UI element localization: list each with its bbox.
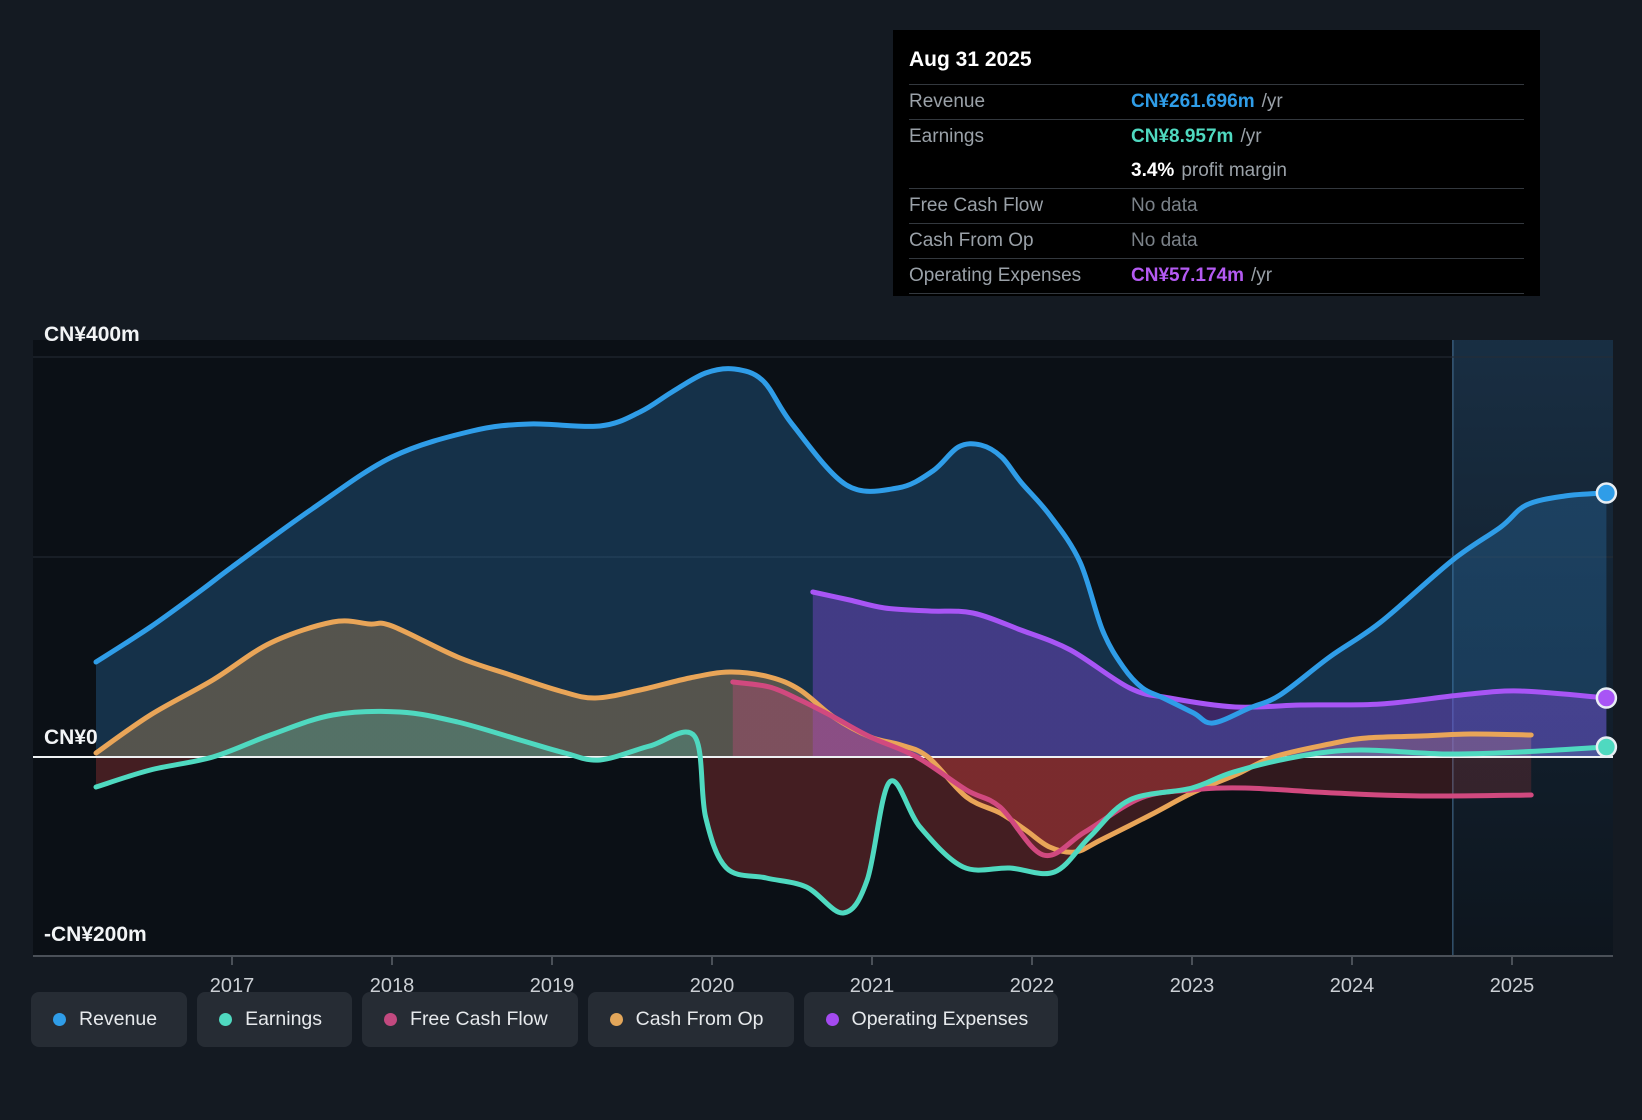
free-cash-flow-dot-icon — [384, 1013, 398, 1026]
x-tick-label-2021: 2021 — [850, 975, 895, 997]
tooltip-value: No data — [1131, 230, 1198, 251]
tooltip-value: No data — [1131, 195, 1198, 216]
tooltip-value: 3.4% — [1131, 160, 1175, 181]
legend-label: Operating Expenses — [851, 1008, 1029, 1030]
tooltip-label: Revenue — [909, 91, 986, 112]
tooltip-label: Earnings — [909, 126, 984, 147]
tooltip-label: Free Cash Flow — [909, 195, 1044, 216]
legend-item-operating-expenses[interactable]: Operating Expenses — [803, 992, 1059, 1047]
earnings-line — [93, 708, 1609, 916]
legend-label: Revenue — [79, 1008, 158, 1030]
tooltip-value: CN¥261.696m — [1131, 91, 1255, 112]
tooltip-suffix: /yr — [1251, 265, 1273, 286]
x-tick-label-2017: 2017 — [210, 975, 255, 997]
operating-expenses-endpoint — [1595, 687, 1618, 709]
x-tick-label-2025: 2025 — [1490, 975, 1535, 997]
legend-item-earnings[interactable]: Earnings — [197, 992, 353, 1047]
legend-label: Earnings — [245, 1008, 323, 1030]
tooltip-row-profit-margin: 3.4% profit margin — [909, 154, 1524, 189]
revenue-endpoint — [1595, 482, 1618, 504]
y-axis-label-2: -CN¥200m — [44, 923, 147, 946]
tooltip-date: Aug 31 2025 — [909, 38, 1524, 85]
free-cash-flow-area — [732, 682, 1532, 856]
legend-item-cash-from-op[interactable]: Cash From Op — [587, 992, 794, 1047]
y-axis-label-0: CN¥400m — [44, 323, 140, 346]
tooltip-suffix: /yr — [1261, 91, 1283, 112]
tooltip-label: Operating Expenses — [909, 265, 1082, 286]
cash-from-op-dot-icon — [609, 1013, 623, 1026]
tooltip-row-cash-from-op: Cash From Op No data — [909, 224, 1524, 259]
x-tick-label-2020: 2020 — [690, 975, 735, 997]
revenue-dot-icon — [53, 1013, 66, 1026]
tooltip-row-earnings: Earnings CN¥8.957m /yr — [909, 120, 1524, 154]
legend-label: Free Cash Flow — [410, 1008, 548, 1030]
tooltip-row-revenue: Revenue CN¥261.696m /yr — [909, 85, 1524, 120]
operating-expenses-dot-icon — [825, 1013, 839, 1026]
tooltip-value: CN¥8.957m — [1131, 126, 1234, 147]
legend-label: Cash From Op — [635, 1008, 764, 1030]
x-tick-label-2022: 2022 — [1010, 975, 1055, 997]
revenue-area — [96, 368, 1607, 757]
operating-expenses-line — [810, 589, 1609, 710]
x-tick-label-2023: 2023 — [1170, 975, 1215, 997]
earnings-dot-icon — [219, 1013, 233, 1026]
tooltip-row-operating-expenses: Operating Expenses CN¥57.174m /yr — [909, 259, 1524, 294]
legend-item-free-cash-flow[interactable]: Free Cash Flow — [362, 992, 578, 1047]
tooltip-label: Cash From Op — [909, 230, 1034, 251]
revenue-line — [93, 366, 1609, 726]
x-tick-label-2018: 2018 — [370, 975, 415, 997]
earnings-endpoint — [1595, 736, 1618, 758]
tooltip-value: CN¥57.174m — [1131, 265, 1245, 286]
legend-item-revenue[interactable]: Revenue — [31, 992, 188, 1047]
operating-expenses-area — [812, 592, 1607, 757]
chart-tooltip: Aug 31 2025 Revenue CN¥261.696m /yr Earn… — [893, 30, 1540, 296]
chart-legend: Revenue Earnings Free Cash Flow Cash Fro… — [31, 992, 1059, 1047]
y-axis-label-1: CN¥0 — [44, 726, 98, 749]
tooltip-suffix: profit margin — [1181, 160, 1287, 181]
tooltip-suffix: /yr — [1240, 126, 1262, 147]
x-tick-label-2019: 2019 — [530, 975, 575, 997]
free-cash-flow-line — [730, 679, 1534, 859]
tooltip-row-free-cash-flow: Free Cash Flow No data — [909, 189, 1524, 224]
x-tick-label-2024: 2024 — [1330, 975, 1375, 997]
